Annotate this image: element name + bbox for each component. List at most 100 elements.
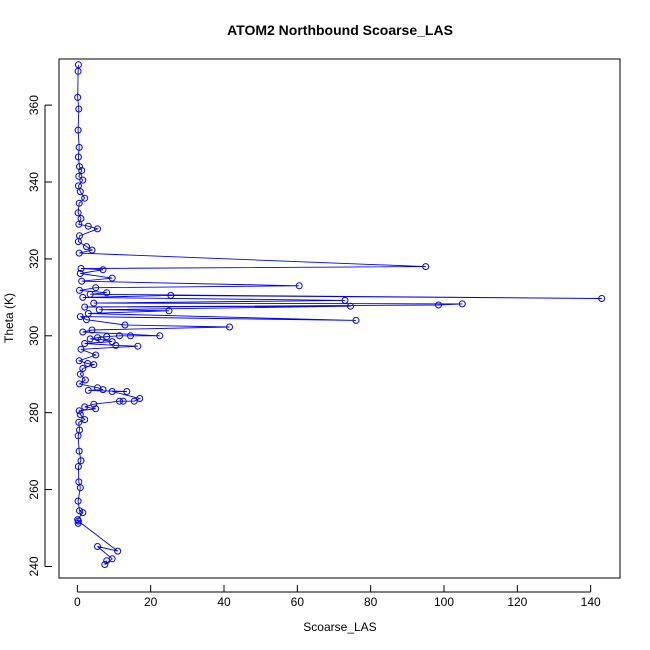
data-point <box>114 547 122 555</box>
x-axis: 0 20 40 60 80 100 120 140 <box>74 585 601 609</box>
data-point <box>77 457 85 465</box>
plot-frame <box>58 58 621 579</box>
data-point <box>92 405 100 413</box>
y-tick-label: 260 <box>27 479 41 499</box>
data-point <box>134 342 142 350</box>
data-point <box>130 397 138 405</box>
data-point <box>81 340 89 347</box>
data-point <box>76 313 84 321</box>
data-point <box>90 299 98 307</box>
data-point <box>352 316 360 324</box>
y-tick-label: 320 <box>27 249 41 269</box>
data-point <box>92 284 100 292</box>
data-point <box>75 172 83 180</box>
data-point <box>108 274 116 282</box>
data-point <box>79 293 87 301</box>
data-point <box>79 365 87 372</box>
data-point <box>75 249 83 257</box>
data-point <box>99 266 107 274</box>
data-point <box>74 126 82 134</box>
data-point <box>76 411 84 419</box>
data-point <box>94 334 101 342</box>
data-point <box>77 215 85 222</box>
data-point <box>75 407 83 415</box>
data-point <box>165 307 173 315</box>
data-point <box>74 209 82 217</box>
data-point <box>103 557 111 565</box>
data-point <box>136 395 144 402</box>
data-point <box>75 143 83 151</box>
data-point <box>77 345 85 353</box>
data-point <box>226 323 233 331</box>
data-point <box>76 370 84 378</box>
x-tick-label: 0 <box>74 595 81 609</box>
data-point <box>75 357 83 365</box>
data-point <box>77 265 85 272</box>
data-point <box>119 397 127 405</box>
y-axis: 240 260 280 300 320 340 360 <box>27 95 52 576</box>
y-tick-label: 280 <box>27 402 41 422</box>
data-point <box>81 194 89 202</box>
y-tick-label: 340 <box>27 172 41 192</box>
data-point <box>79 509 87 517</box>
data-point <box>347 302 354 310</box>
data-point <box>108 338 116 346</box>
data-point <box>90 400 98 408</box>
data-point <box>75 220 83 228</box>
data-point <box>88 246 96 254</box>
x-tick-label: 80 <box>364 595 378 609</box>
data-point <box>81 376 89 384</box>
x-axis-label: Scoarse_LAS <box>303 620 376 634</box>
data-point <box>167 291 175 299</box>
data-point <box>74 519 82 527</box>
data-point <box>90 361 98 369</box>
data-point <box>103 333 111 341</box>
data-point <box>78 167 86 174</box>
data-point <box>435 301 442 309</box>
data-point <box>94 225 101 233</box>
data-point <box>94 543 101 550</box>
data-point <box>83 243 90 251</box>
data-point <box>74 497 82 505</box>
data-point <box>84 222 92 230</box>
data-point <box>74 93 82 101</box>
data-point <box>598 295 606 302</box>
x-tick-label: 40 <box>217 595 231 609</box>
data-point <box>78 277 86 285</box>
data-point <box>97 336 105 344</box>
data-point <box>75 199 83 207</box>
data-point <box>83 316 90 324</box>
data-point <box>79 328 87 336</box>
y-tick-label: 300 <box>27 325 41 345</box>
data-point <box>74 238 82 246</box>
data-point <box>76 380 83 388</box>
data-point <box>75 447 83 455</box>
data-point <box>341 296 349 304</box>
data-point <box>103 289 111 297</box>
data-point <box>458 300 466 308</box>
data-point <box>88 326 96 334</box>
chart-title: ATOM2 Northbound Scoarse_LAS <box>227 22 453 38</box>
data-point <box>116 397 123 405</box>
data-point <box>86 335 94 343</box>
x-tick-label: 100 <box>434 595 454 609</box>
data-point <box>81 403 89 411</box>
series-line <box>77 64 602 565</box>
x-tick-label: 120 <box>507 595 527 609</box>
y-tick-label: 360 <box>27 95 41 115</box>
data-point <box>127 332 134 340</box>
data-point <box>76 163 83 171</box>
data-point <box>86 290 94 298</box>
data-point <box>75 105 83 113</box>
data-point <box>99 386 107 394</box>
data-point <box>81 303 89 311</box>
data-point <box>112 341 120 349</box>
y-axis-label: Theta (K) <box>2 293 16 343</box>
y-tick-label: 240 <box>27 556 41 576</box>
x-tick-label: 140 <box>581 595 601 609</box>
data-series <box>74 61 606 568</box>
data-point <box>74 61 82 69</box>
data-point <box>76 484 84 492</box>
data-point <box>81 416 89 424</box>
